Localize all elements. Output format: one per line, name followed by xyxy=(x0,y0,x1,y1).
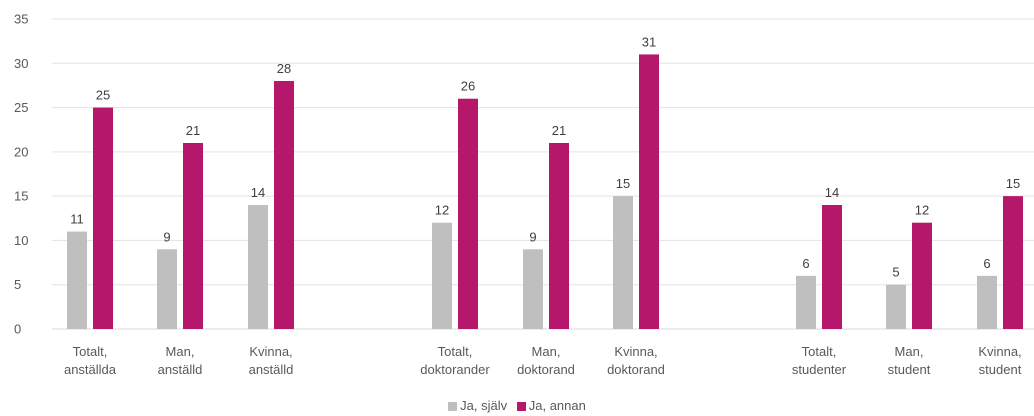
x-category-label: Kvinna, anställd xyxy=(249,344,294,377)
bar-series-2 xyxy=(1003,196,1023,329)
data-label: 6 xyxy=(802,256,809,271)
data-label: 21 xyxy=(186,123,200,138)
bar-series-1 xyxy=(67,232,87,329)
data-label: 11 xyxy=(70,212,84,227)
bar-series-2 xyxy=(183,143,203,329)
data-label: 14 xyxy=(251,185,265,200)
x-category-label: Kvinna, doktorand xyxy=(607,344,665,377)
y-axis: 0 5 10 15 20 25 30 35 xyxy=(14,12,28,337)
y-tick-label: 0 xyxy=(14,322,21,337)
x-category-label: Totalt, studenter xyxy=(792,344,847,377)
bar-chart: 0 5 10 15 20 25 30 35 11 9 14 12 9 15 6 5 6 25 21 28 26 21 31… xyxy=(0,0,1034,396)
legend-item-series-2: Ja, annan xyxy=(517,398,586,414)
data-label: 21 xyxy=(552,123,566,138)
x-category-label: Totalt, doktorander xyxy=(420,344,490,377)
y-tick-label: 25 xyxy=(14,100,28,115)
data-label: 25 xyxy=(96,88,110,103)
data-label: 9 xyxy=(529,229,536,244)
x-category-label: Kvinna, student xyxy=(978,344,1021,377)
legend: Ja, själv Ja, annan xyxy=(0,398,1034,415)
data-label: 6 xyxy=(983,256,990,271)
bar-series-2 xyxy=(274,81,294,329)
bar-series-1 xyxy=(796,276,816,329)
data-label: 26 xyxy=(461,79,475,94)
bar-series-1 xyxy=(523,249,543,329)
data-label: 14 xyxy=(825,185,839,200)
bar-series-1 xyxy=(886,285,906,329)
bar-series-2 xyxy=(912,223,932,329)
data-label: 12 xyxy=(435,203,449,218)
bar-series-1 xyxy=(613,196,633,329)
bar-series-2 xyxy=(639,54,659,329)
data-label: 12 xyxy=(915,203,929,218)
x-axis: Totalt, anställda Man, anställd Kvinna, anstä… xyxy=(64,344,1022,377)
bar-series-2 xyxy=(458,99,478,329)
bar-series-2 xyxy=(822,205,842,329)
bar-series-1 xyxy=(248,205,268,329)
data-label: 15 xyxy=(1006,176,1020,191)
x-category-label: Man, anställd xyxy=(158,344,203,377)
bar-series-2 xyxy=(549,143,569,329)
y-tick-label: 20 xyxy=(14,144,28,159)
legend-item-series-1: Ja, själv xyxy=(448,398,507,414)
bars xyxy=(67,54,1023,329)
bar-series-1 xyxy=(977,276,997,329)
y-tick-label: 15 xyxy=(14,189,28,204)
x-category-label: Man, doktorand xyxy=(517,344,575,377)
bar-series-1 xyxy=(157,249,177,329)
legend-swatch-series-1 xyxy=(448,402,457,411)
legend-label-series-2: Ja, annan xyxy=(529,398,586,414)
y-tick-label: 30 xyxy=(14,56,28,71)
legend-label-series-1: Ja, själv xyxy=(460,398,507,414)
bar-series-1 xyxy=(432,223,452,329)
x-category-label: Totalt, anställda xyxy=(64,344,117,377)
data-label: 15 xyxy=(616,176,630,191)
y-tick-label: 10 xyxy=(14,233,28,248)
x-category-label: Man, student xyxy=(888,344,931,377)
bar-series-2 xyxy=(93,108,113,329)
y-tick-label: 5 xyxy=(14,277,21,292)
y-tick-label: 35 xyxy=(14,12,28,27)
data-labels: 11 9 14 12 9 15 6 5 6 25 21 28 26 21 31 14 12 15 xyxy=(70,34,1020,279)
data-label: 9 xyxy=(163,229,170,244)
data-label: 31 xyxy=(642,34,656,49)
data-label: 5 xyxy=(892,265,899,280)
legend-swatch-series-2 xyxy=(517,402,526,411)
data-label: 28 xyxy=(277,61,291,76)
